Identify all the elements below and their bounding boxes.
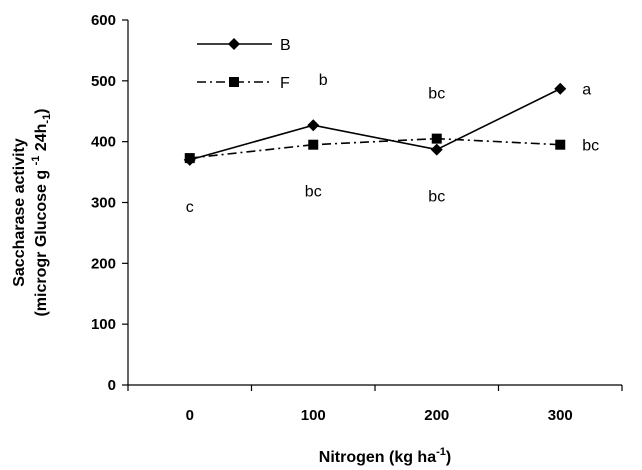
- axes: 0 100 200 300 400 500 600 0 100 200 300: [91, 12, 623, 424]
- legend-item-F: F: [197, 75, 290, 92]
- y-tick-label: 600: [91, 12, 116, 29]
- x-ticks: 0 100 200 300: [127, 385, 623, 424]
- significance-label: b: [319, 72, 328, 89]
- series-B: [183, 82, 567, 166]
- legend-item-B: B: [197, 37, 291, 54]
- legend: BF: [197, 37, 291, 92]
- y-tick-label: 400: [91, 134, 116, 151]
- series-F: [184, 133, 566, 164]
- significance-label: bc: [428, 189, 445, 206]
- y-axis-title-part-close: ): [33, 108, 50, 113]
- series-layer: [183, 82, 567, 166]
- x-axis-title-main: Nitrogen (kg ha: [319, 449, 436, 466]
- y-tick-label: 300: [91, 195, 116, 212]
- legend-marker: [229, 77, 239, 87]
- y-tick-label: 100: [91, 316, 116, 333]
- significance-labels: c b bc a bc bc bc: [186, 72, 599, 216]
- series-line: [189, 88, 561, 161]
- y-axis-title-line1: Saccharase activity: [11, 138, 28, 287]
- significance-label: bc: [582, 138, 599, 155]
- x-tick-label: 0: [186, 407, 194, 424]
- data-point: [431, 133, 442, 144]
- legend-marker: [228, 38, 240, 50]
- y-tick-label: 200: [91, 255, 116, 272]
- legend-label: F: [280, 75, 290, 92]
- y-axis-title: Saccharase activity (microgr Glucose g -…: [11, 108, 53, 316]
- data-point: [430, 143, 443, 156]
- data-point: [554, 82, 567, 95]
- x-tick-label: 100: [301, 407, 326, 424]
- y-axis-title-part-sub: -1: [41, 114, 53, 124]
- data-point: [307, 119, 320, 132]
- x-tick-label: 200: [424, 407, 449, 424]
- y-axis-title-part-mid: 24h: [33, 124, 50, 156]
- x-axis-title: Nitrogen (kg ha-1): [319, 446, 451, 466]
- y-tick-label: 500: [91, 73, 116, 90]
- x-tick-label: 300: [548, 407, 573, 424]
- y-axis-title-part-main: (microgr Glucose g: [33, 165, 50, 316]
- data-point: [184, 153, 195, 164]
- y-axis-title-line2: (microgr Glucose g -1 24h-1): [30, 108, 53, 316]
- significance-label: c: [186, 199, 194, 216]
- significance-label: a: [582, 82, 591, 99]
- series-line: [189, 137, 561, 159]
- significance-label: bc: [428, 86, 445, 103]
- y-tick-label: 0: [108, 377, 116, 394]
- x-axis-title-close: ): [446, 449, 451, 466]
- data-point: [308, 139, 319, 150]
- legend-label: B: [280, 37, 291, 54]
- x-axis-title-sup: -1: [436, 446, 446, 458]
- data-point: [555, 139, 566, 150]
- y-ticks: 0 100 200 300 400 500 600: [91, 12, 128, 394]
- significance-label: bc: [305, 184, 322, 201]
- y-axis-title-part-sup1: -1: [30, 156, 42, 166]
